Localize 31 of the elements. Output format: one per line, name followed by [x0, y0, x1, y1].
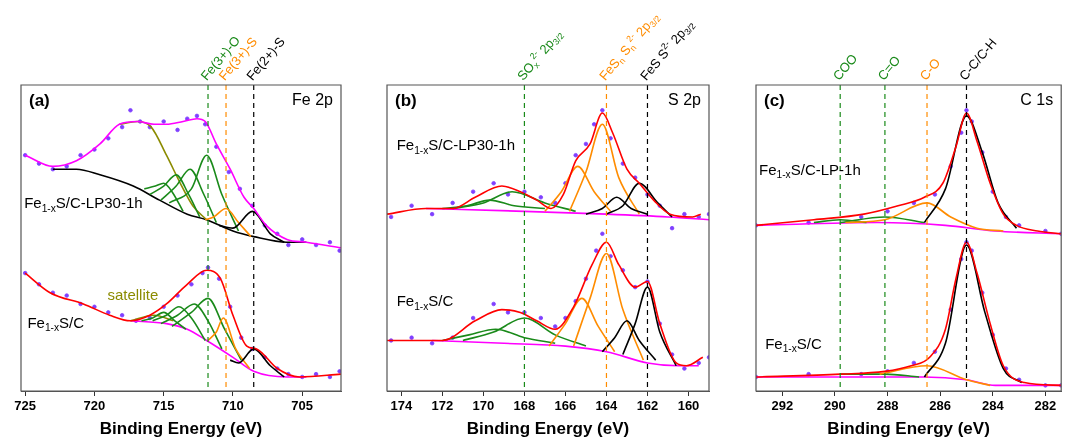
x-tick-label: 282 [1034, 398, 1057, 414]
x-tick-label: 284 [981, 398, 1005, 414]
chart-subtitle: C 1s [1020, 91, 1054, 109]
annotation: satellite [107, 286, 159, 304]
x-tick-label: 725 [14, 398, 37, 414]
x-axis-title: Binding Energy (eV) [466, 419, 630, 439]
x-tick-label: 286 [929, 398, 952, 414]
x-tick-label: 174 [390, 398, 413, 414]
x-axis-title: Binding Energy (eV) [99, 419, 263, 439]
chart-subtitle: Fe 2p [292, 91, 334, 109]
x-tick-label: 168 [513, 398, 536, 414]
chart-title: (a) [29, 90, 50, 110]
x-tick-label: 170 [472, 398, 495, 414]
x-tick-label: 164 [595, 398, 619, 414]
x-tick-label: 710 [222, 398, 244, 414]
x-tick-label: 292 [771, 398, 794, 414]
x-tick-label: 290 [824, 398, 846, 414]
x-tick-label: 160 [677, 398, 700, 414]
chart-title: (c) [764, 90, 785, 110]
x-tick-label: 162 [636, 398, 659, 414]
ref-line-label: C-O [916, 55, 944, 84]
x-tick-label: 172 [431, 398, 454, 414]
x-tick-label: 288 [876, 398, 899, 414]
chart-title: (b) [395, 90, 417, 110]
x-tick-label: 715 [152, 398, 175, 414]
x-tick-label: 705 [291, 398, 314, 414]
x-axis-title: Binding Energy (eV) [827, 419, 990, 439]
ref-line-label: SOx2- 2p3/2 [513, 30, 567, 84]
x-tick-label: 166 [554, 398, 577, 414]
x-tick-label: 720 [83, 398, 106, 414]
chart-subtitle: S 2p [668, 91, 702, 109]
